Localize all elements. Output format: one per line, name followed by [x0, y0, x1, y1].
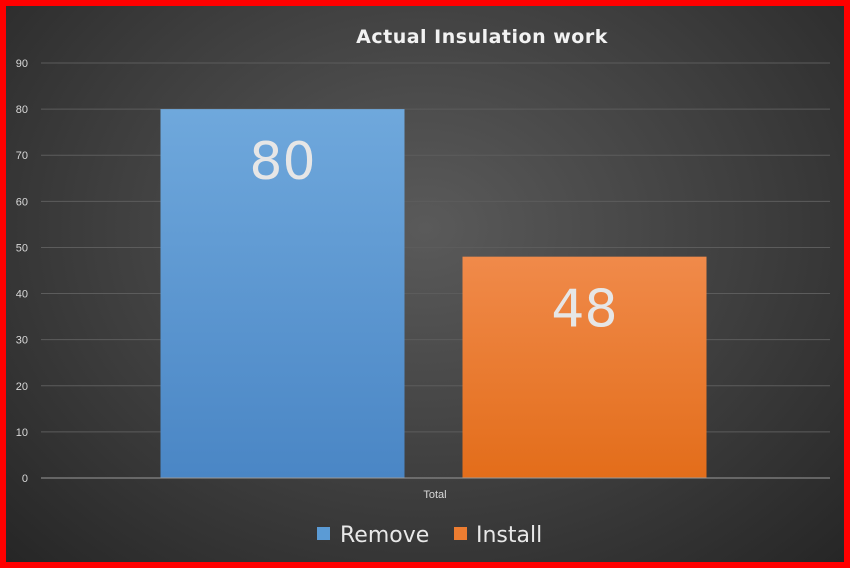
- chart-title: Actual Insulation work: [356, 26, 608, 48]
- y-tick-label-50: 50: [16, 242, 28, 254]
- y-tick-label-90: 90: [16, 58, 28, 70]
- y-tick-label-80: 80: [16, 104, 28, 116]
- y-tick-label-40: 40: [16, 289, 28, 301]
- y-tick-label-0: 0: [22, 473, 28, 485]
- category-label-total: Total: [423, 489, 446, 501]
- y-tick-label-10: 10: [16, 427, 28, 439]
- y-axis-ticks: 0 10 20 30 40 50 60 70 80 90: [16, 58, 28, 485]
- bar-remove: [160, 109, 405, 478]
- bars: [160, 109, 707, 478]
- data-label-install: 48: [551, 280, 617, 340]
- y-tick-label-70: 70: [16, 150, 28, 162]
- legend-swatch-remove: [317, 527, 330, 540]
- bar-chart: Actual Insulation work 0 10 20 30 40 50 60 70 80…: [16, 26, 830, 548]
- legend: Remove Install: [317, 523, 542, 548]
- data-labels: 80 48: [249, 132, 617, 340]
- legend-swatch-install: [454, 527, 467, 540]
- legend-label-remove: Remove: [340, 523, 429, 548]
- y-tick-label-30: 30: [16, 335, 28, 347]
- data-label-remove: 80: [249, 132, 315, 192]
- bar-install: [462, 256, 707, 478]
- gridlines: [41, 62, 830, 433]
- legend-label-install: Install: [476, 523, 542, 548]
- y-tick-label-60: 60: [16, 196, 28, 208]
- y-tick-label-20: 20: [16, 381, 28, 393]
